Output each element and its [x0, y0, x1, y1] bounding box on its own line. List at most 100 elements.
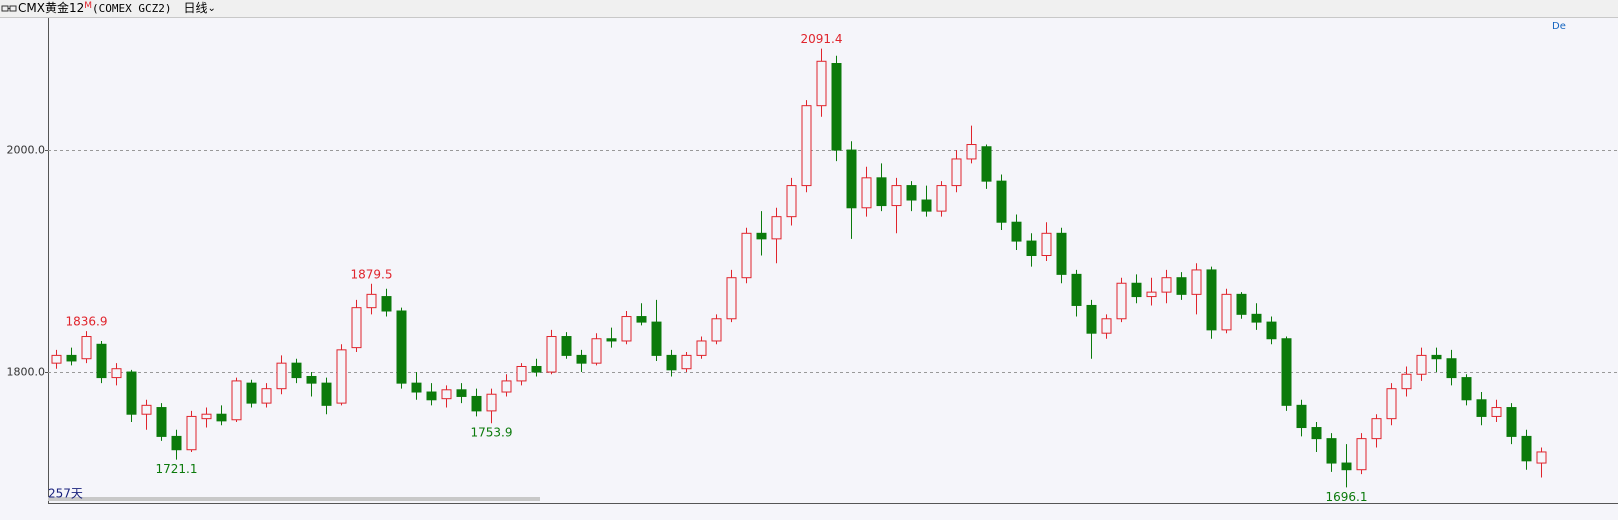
scrollbar[interactable] [48, 497, 540, 501]
candle-body [396, 310, 407, 384]
candle-body [846, 149, 857, 209]
candle-body [351, 307, 362, 349]
candle-body [126, 371, 137, 415]
candle-body [876, 177, 887, 207]
candle-body [516, 365, 527, 382]
candle-body [276, 362, 287, 390]
candle-body [156, 407, 167, 437]
candle-body [1026, 240, 1037, 257]
candle-body [1221, 293, 1232, 331]
candle-body [456, 389, 467, 397]
code: (COMEX GCZ2) [92, 2, 172, 15]
candle-body [1296, 404, 1307, 429]
candle-body [591, 338, 602, 364]
candle-body [1161, 277, 1172, 293]
candle-body [636, 316, 647, 323]
candle-body [471, 395, 482, 412]
symbol: CMX黄金12 [18, 1, 85, 15]
candle-body [1326, 438, 1337, 464]
candle-body [906, 185, 917, 201]
candle-body [1416, 354, 1427, 375]
candle-body [696, 340, 707, 356]
day-count: 257天 [48, 487, 83, 501]
candle-body [96, 343, 107, 379]
candle-body [756, 232, 767, 240]
badge: M [84, 1, 92, 11]
extreme-label: 1721.1 [156, 462, 198, 476]
candle-body [1236, 293, 1247, 315]
chart: 257天 De 1800.0 2000.0 1836.9 1879.5 2091.4 17… [7, 18, 1618, 504]
candle-body [1521, 435, 1532, 462]
extreme-label: 1879.5 [351, 267, 393, 281]
candle-body [1191, 269, 1202, 295]
candle-body [831, 63, 842, 151]
candle-body [891, 185, 902, 207]
candle-body [1266, 321, 1277, 340]
candle-body [216, 413, 227, 422]
candle-body [576, 354, 587, 364]
candle-body [771, 216, 782, 240]
dropdown[interactable]: ⌄ [207, 3, 216, 14]
candle-body [1086, 304, 1097, 334]
candle-body [366, 293, 377, 309]
candle-body [441, 389, 452, 400]
candle-body [801, 105, 812, 187]
candle-body [681, 354, 692, 370]
candle-body [816, 60, 827, 107]
candle-body [996, 180, 1007, 223]
candle-body [501, 380, 512, 393]
candle-body [336, 349, 347, 404]
extreme-label: 1696.1 [1326, 490, 1368, 504]
candle-body [1176, 277, 1187, 295]
candle-body [1206, 269, 1217, 331]
candle-body [321, 382, 332, 406]
candle-body [531, 365, 542, 373]
candle-body [1071, 273, 1082, 306]
extreme-label: 2091.4 [801, 32, 843, 46]
candle-body [411, 382, 422, 393]
icon[interactable] [0, 0, 18, 17]
candle-body [51, 354, 62, 364]
extreme-label: 1753.9 [471, 426, 513, 440]
candle-body [291, 362, 302, 379]
candle-body [246, 382, 257, 404]
candle-body [921, 199, 932, 212]
candle-body [786, 185, 797, 218]
candle-body [1281, 338, 1292, 406]
candle-body [1146, 291, 1157, 298]
candle-body [1386, 388, 1397, 420]
candle-body [1431, 354, 1442, 360]
candle-body [651, 321, 662, 356]
corner-label: De [1552, 21, 1566, 32]
period[interactable]: 日线 [183, 1, 208, 15]
candle-body [66, 354, 77, 362]
candle-body [1536, 451, 1547, 464]
candle-body [1341, 462, 1352, 471]
candle-body [1101, 318, 1112, 334]
candle-body [1371, 418, 1382, 440]
y-tick-label: 2000.0 [7, 144, 46, 157]
candle-body [1041, 232, 1052, 257]
candle-body [1356, 438, 1367, 471]
candle-body [981, 146, 992, 182]
candle-body [1476, 399, 1487, 417]
candle-body [306, 375, 317, 384]
candle-body [1401, 373, 1412, 390]
candle-body [141, 404, 152, 415]
candle-body [1311, 427, 1322, 440]
candle-body [711, 318, 722, 342]
candle-body [261, 388, 272, 404]
candle-body [486, 393, 497, 412]
candle-body [966, 144, 977, 160]
toolbar: CMX黄金12M(COMEX GCZ2) 日线⌄ [0, 0, 1618, 18]
candle-body [621, 316, 632, 342]
candle-body [1506, 407, 1517, 437]
candle-body [171, 435, 182, 451]
candle-body [1131, 282, 1142, 298]
candle-body [381, 296, 392, 312]
candle-body [861, 177, 872, 209]
candle-body [561, 336, 572, 356]
candle-body [111, 368, 122, 379]
candle-body [741, 232, 752, 279]
